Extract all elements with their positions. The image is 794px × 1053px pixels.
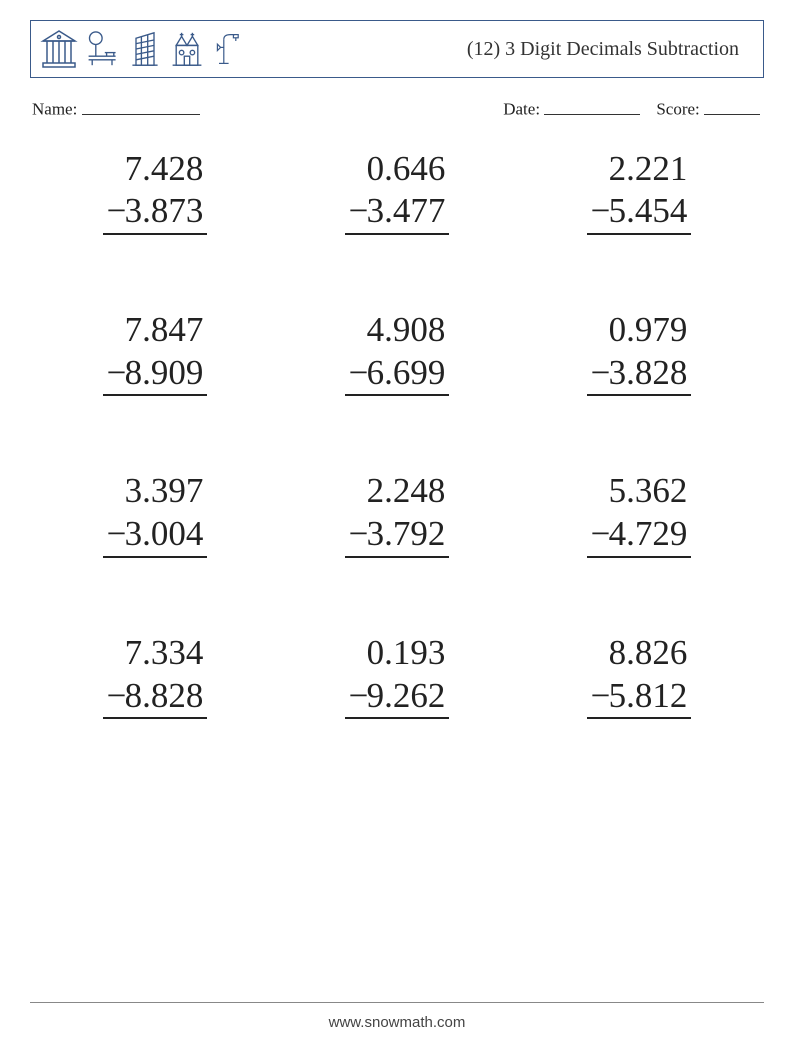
minuend: 0.646: [345, 148, 450, 191]
minus-icon: −: [349, 190, 367, 233]
subtrahend-row: −6.699: [345, 352, 450, 397]
subtrahend-row: −4.729: [587, 513, 692, 558]
minuend: 5.362: [587, 470, 692, 513]
name-field: Name:: [32, 96, 503, 120]
minuend: 7.847: [103, 309, 208, 352]
skyscraper-icon: [127, 27, 163, 71]
subtrahend-row: −3.792: [345, 513, 450, 558]
subtrahend: 3.873: [125, 191, 204, 230]
date-blank[interactable]: [544, 96, 640, 115]
problem-cell: 4.908−6.699: [296, 309, 498, 396]
subtrahend-row: −5.812: [587, 675, 692, 720]
problem-cell: 7.428−3.873: [54, 148, 256, 235]
problem-cell: 7.334−8.828: [54, 632, 256, 719]
minus-icon: −: [107, 190, 125, 233]
subtrahend: 5.812: [609, 676, 688, 715]
problem-cell: 0.979−3.828: [538, 309, 740, 396]
minus-icon: −: [591, 675, 609, 718]
minus-icon: −: [591, 190, 609, 233]
problem-cell: 8.826−5.812: [538, 632, 740, 719]
minuend: 8.826: [587, 632, 692, 675]
subtrahend-row: −3.828: [587, 352, 692, 397]
problem-cell: 3.397−3.004: [54, 470, 256, 557]
worksheet-page: (12) 3 Digit Decimals Subtraction Name: …: [0, 0, 794, 1053]
score-blank[interactable]: [704, 96, 760, 115]
minus-icon: −: [349, 513, 367, 556]
name-label: Name:: [32, 100, 77, 119]
subtrahend: 9.262: [367, 676, 446, 715]
minuend: 2.248: [345, 470, 450, 513]
minus-icon: −: [349, 675, 367, 718]
problem-cell: 0.193−9.262: [296, 632, 498, 719]
streetlight-icon: [211, 27, 243, 71]
subtrahend-row: −8.909: [103, 352, 208, 397]
footer-rule: [30, 1002, 764, 1003]
problem-cell: 2.248−3.792: [296, 470, 498, 557]
header-box: (12) 3 Digit Decimals Subtraction: [30, 20, 764, 78]
problems-grid: 7.428−3.873 0.646−3.477 2.221−5.454 7.84…: [30, 148, 764, 720]
worksheet-title: (12) 3 Digit Decimals Subtraction: [467, 38, 739, 61]
minus-icon: −: [591, 513, 609, 556]
subtrahend-row: −5.454: [587, 190, 692, 235]
score-field: Score:: [656, 96, 760, 120]
info-row: Name: Date: Score:: [30, 96, 764, 120]
problem-cell: 2.221−5.454: [538, 148, 740, 235]
score-label: Score:: [656, 100, 699, 119]
minus-icon: −: [591, 352, 609, 395]
minus-icon: −: [107, 352, 125, 395]
bench-icon: [85, 27, 121, 71]
minuend: 0.979: [587, 309, 692, 352]
minuend: 2.221: [587, 148, 692, 191]
subtrahend: 6.699: [367, 353, 446, 392]
problem-cell: 5.362−4.729: [538, 470, 740, 557]
problem-cell: 0.646−3.477: [296, 148, 498, 235]
church-icon: [169, 27, 205, 71]
minus-icon: −: [107, 675, 125, 718]
subtrahend: 3.792: [367, 514, 446, 553]
subtrahend-row: −3.873: [103, 190, 208, 235]
minuend: 7.428: [103, 148, 208, 191]
minuend: 0.193: [345, 632, 450, 675]
footer-text: www.snowmath.com: [0, 1014, 794, 1031]
subtrahend-row: −9.262: [345, 675, 450, 720]
minuend: 3.397: [103, 470, 208, 513]
subtrahend-row: −3.004: [103, 513, 208, 558]
problem-cell: 7.847−8.909: [54, 309, 256, 396]
bank-icon: [39, 27, 79, 71]
subtrahend: 3.477: [367, 191, 446, 230]
minuend: 4.908: [345, 309, 450, 352]
subtrahend: 5.454: [609, 191, 688, 230]
date-label: Date:: [503, 100, 540, 119]
subtrahend: 8.828: [125, 676, 204, 715]
subtrahend: 3.828: [609, 353, 688, 392]
subtrahend-row: −3.477: [345, 190, 450, 235]
header-icon-row: [39, 27, 243, 71]
subtrahend: 8.909: [125, 353, 204, 392]
date-field: Date:: [503, 96, 640, 120]
minus-icon: −: [107, 513, 125, 556]
subtrahend: 4.729: [609, 514, 688, 553]
subtrahend: 3.004: [125, 514, 204, 553]
minus-icon: −: [349, 352, 367, 395]
name-blank[interactable]: [82, 96, 200, 115]
subtrahend-row: −8.828: [103, 675, 208, 720]
minuend: 7.334: [103, 632, 208, 675]
